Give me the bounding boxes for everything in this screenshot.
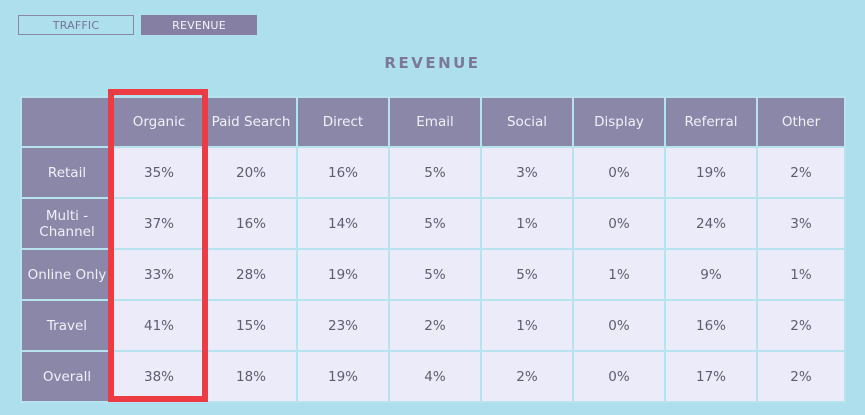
column-header: Referral: [664, 96, 758, 148]
table-cell: 0%: [572, 299, 666, 352]
table-cell: 38%: [112, 350, 206, 403]
table-cell: 0%: [572, 350, 666, 403]
table-cell: 28%: [204, 248, 298, 301]
table-cell: 17%: [664, 350, 758, 403]
table-cell: 15%: [204, 299, 298, 352]
table-cell: 1%: [480, 299, 574, 352]
table-cell: 1%: [756, 248, 846, 301]
table-cell: 24%: [664, 197, 758, 250]
table-cell: 3%: [756, 197, 846, 250]
table-cell: 0%: [572, 197, 666, 250]
tab-bar: TRAFFIC REVENUE: [18, 15, 257, 35]
table-cell: 3%: [480, 146, 574, 199]
corner-cell: [20, 96, 114, 148]
row-label: Multi - Channel: [20, 197, 114, 250]
chart-title: REVENUE: [384, 54, 481, 72]
table-cell: 19%: [296, 248, 390, 301]
table-cell: 16%: [664, 299, 758, 352]
table-cell: 5%: [480, 248, 574, 301]
column-header: Display: [572, 96, 666, 148]
table-cell: 5%: [388, 146, 482, 199]
column-header: Email: [388, 96, 482, 148]
table-cell: 0%: [572, 146, 666, 199]
table-cell: 1%: [572, 248, 666, 301]
table-cell: 18%: [204, 350, 298, 403]
table-body: Retail 35% 20% 16% 5% 3% 0% 19% 2% Multi - Channe…: [20, 146, 846, 403]
table-cell: 5%: [388, 248, 482, 301]
table-row: Overall 38% 18% 19% 4% 2% 0% 17% 2%: [20, 350, 846, 403]
row-label: Online Only: [20, 248, 114, 301]
tab-revenue[interactable]: REVENUE: [141, 15, 257, 35]
table-cell: 9%: [664, 248, 758, 301]
table-cell: 2%: [756, 350, 846, 403]
column-header: Other: [756, 96, 846, 148]
table-cell: 2%: [480, 350, 574, 403]
table-cell: 33%: [112, 248, 206, 301]
table-cell: 2%: [388, 299, 482, 352]
column-header: Organic: [112, 96, 206, 148]
table-row: Retail 35% 20% 16% 5% 3% 0% 19% 2%: [20, 146, 846, 199]
table-cell: 1%: [480, 197, 574, 250]
table-cell: 2%: [756, 146, 846, 199]
row-label: Retail: [20, 146, 114, 199]
table-cell: 20%: [204, 146, 298, 199]
table-cell: 19%: [296, 350, 390, 403]
table-cell: 16%: [204, 197, 298, 250]
header-row: Organic Paid Search Direct Email Social Displ…: [20, 96, 846, 148]
table-row: Online Only 33% 28% 19% 5% 5% 1% 9% 1%: [20, 248, 846, 301]
tab-traffic[interactable]: TRAFFIC: [18, 15, 134, 35]
table-cell: 41%: [112, 299, 206, 352]
table-cell: 19%: [664, 146, 758, 199]
table-cell: 16%: [296, 146, 390, 199]
table-cell: 4%: [388, 350, 482, 403]
column-header: Social: [480, 96, 574, 148]
table-row: Multi - Channel 37% 16% 14% 5% 1% 0% 24% 3%: [20, 197, 846, 250]
table-row: Travel 41% 15% 23% 2% 1% 0% 16% 2%: [20, 299, 846, 352]
table-cell: 37%: [112, 197, 206, 250]
table-cell: 35%: [112, 146, 206, 199]
table-cell: 14%: [296, 197, 390, 250]
row-label: Travel: [20, 299, 114, 352]
revenue-table: Organic Paid Search Direct Email Social Displ…: [20, 96, 846, 403]
table-cell: 5%: [388, 197, 482, 250]
column-header: Direct: [296, 96, 390, 148]
row-label: Overall: [20, 350, 114, 403]
table-cell: 2%: [756, 299, 846, 352]
table-cell: 23%: [296, 299, 390, 352]
column-header: Paid Search: [204, 96, 298, 148]
